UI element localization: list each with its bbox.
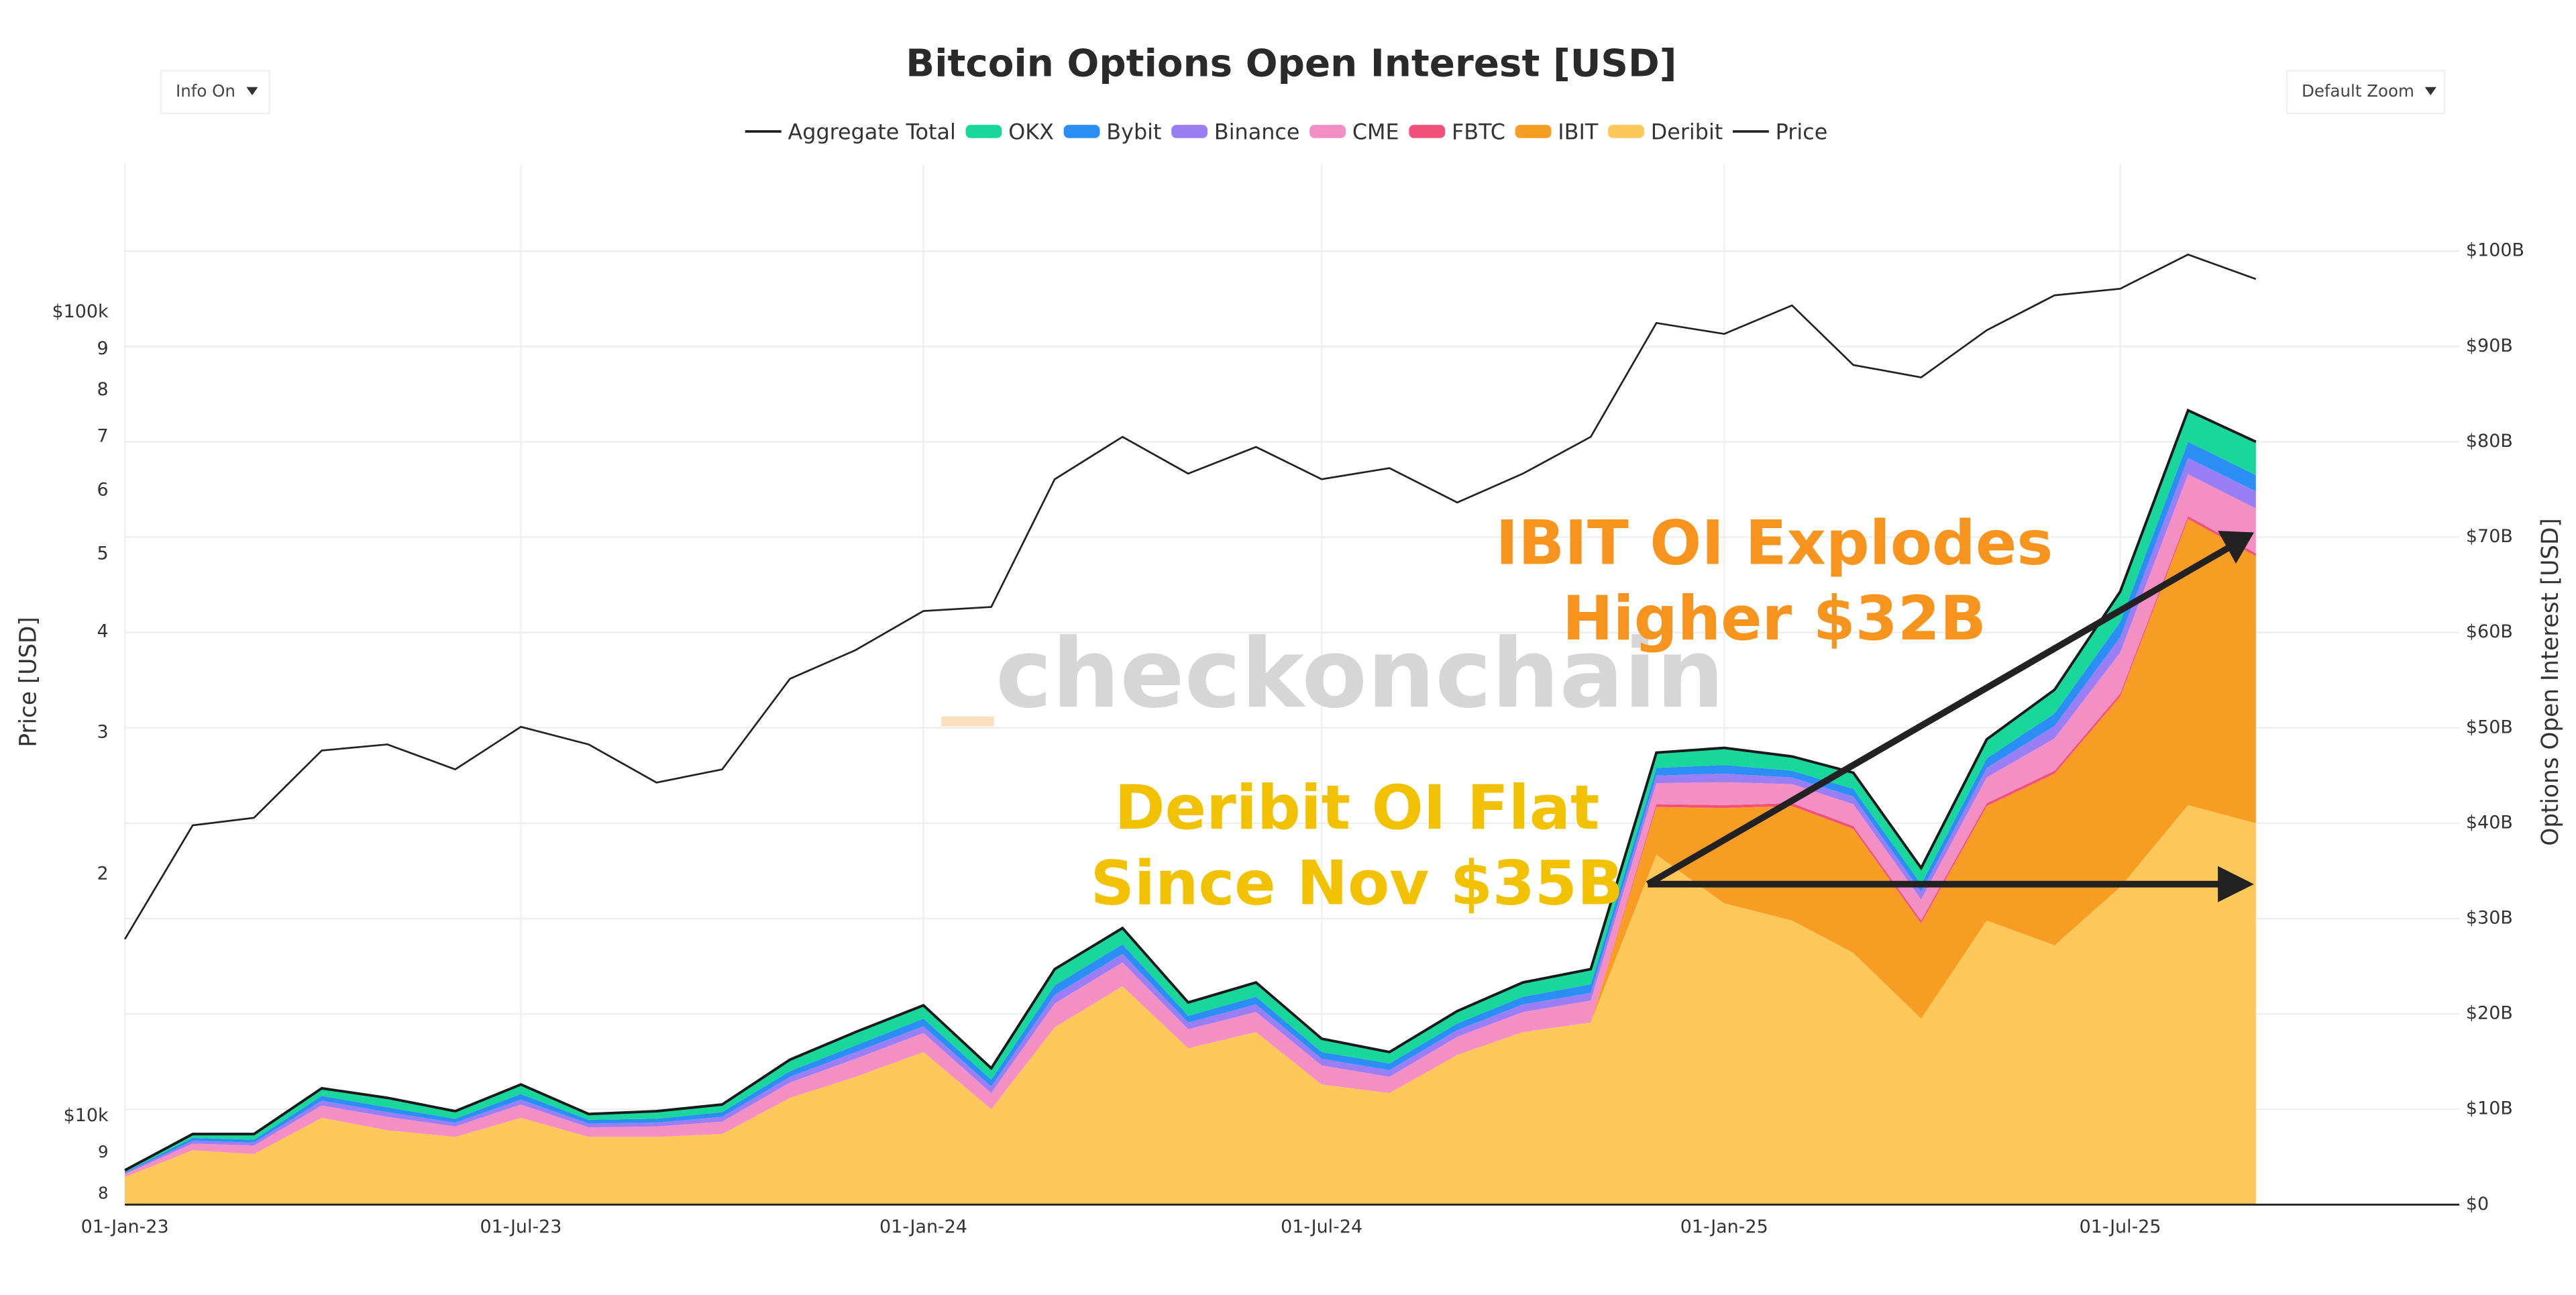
legend-item: Aggregate Total: [745, 119, 956, 144]
legend-label: Price: [1776, 119, 1828, 144]
x-tick-label: 01-Jan-24: [879, 1216, 967, 1237]
y2-tick-label: $70B: [2466, 526, 2513, 547]
legend-item: Binance: [1171, 119, 1299, 144]
watermark: checkonchain: [941, 619, 1724, 729]
legend-item: Bybit: [1063, 119, 1162, 144]
area: [125, 410, 2256, 1172]
area: [125, 474, 2256, 1178]
y2-tick-label: $40B: [2466, 812, 2513, 833]
y-tick-label: 6: [97, 480, 108, 501]
legend-label: FBTC: [1452, 119, 1505, 144]
legend-label: Aggregate Total: [788, 119, 955, 144]
y-tick-label: 8: [98, 1183, 109, 1202]
y-axis-title: Price [USD]: [15, 617, 42, 747]
dropdown-box[interactable]: [2286, 70, 2446, 115]
x-tick-label: 01-Jan-23: [81, 1216, 169, 1237]
line: [123, 253, 2257, 940]
legend-label: CME: [1352, 119, 1399, 144]
legend-label: OKX: [1008, 119, 1054, 144]
x-tick-label: 01-Jul-24: [1281, 1216, 1362, 1237]
arrow-line: [1646, 544, 2231, 887]
zoom-dropdown[interactable]: Default Zoom: [2286, 70, 2446, 115]
area: [125, 805, 2256, 1205]
dropdown-arrow[interactable]: [2424, 87, 2436, 96]
watermark-underscore: [941, 716, 994, 727]
y-tick-label: 3: [97, 721, 108, 742]
legend-swatch: [1309, 125, 1346, 138]
y-tick-label: 8: [97, 379, 108, 400]
y-tick-label: $10k: [64, 1105, 109, 1126]
y-tick-label: 5: [97, 543, 108, 564]
legend-label: IBIT: [1558, 119, 1599, 144]
annotation-text: Deribit OI Flat: [1114, 773, 1599, 843]
y-tick-label: 9: [98, 1142, 109, 1161]
info-dropdown[interactable]: Info On: [160, 70, 270, 115]
legend-item: CME: [1309, 119, 1399, 144]
legend-swatch: [1063, 125, 1100, 138]
y2-tick-label: $30B: [2466, 907, 2513, 928]
y-tick-label: 9: [97, 338, 108, 359]
dropdown-arrow[interactable]: [246, 87, 258, 96]
y-tick-label: $100k: [52, 301, 109, 322]
legend-swatch: [965, 125, 1002, 138]
legend-swatch: [1608, 125, 1644, 138]
dropdown-label[interactable]: Info On: [176, 81, 235, 101]
y2-tick-label: $60B: [2466, 621, 2513, 642]
axes: 01-Jan-23 01-Jul-23 01-Jan-24 01-Jul-24 01-J…: [52, 240, 2524, 1237]
x-tick-label: 01-Jul-25: [2080, 1216, 2161, 1237]
legend-label: Binance: [1214, 119, 1300, 144]
annotation-text: Higher $32B: [1562, 584, 1986, 654]
y2-axis-title: Options Open Interest [USD]: [2537, 518, 2564, 845]
y2-tick-label: $10B: [2466, 1098, 2513, 1119]
dropdown-label[interactable]: Default Zoom: [2302, 81, 2414, 101]
legend-item: IBIT: [1515, 119, 1599, 144]
y2-tick-label: $50B: [2466, 717, 2513, 737]
legend-item: Deribit: [1608, 119, 1723, 144]
y-tick-label: 4: [97, 621, 108, 642]
legend-label: Deribit: [1651, 119, 1723, 144]
y2-tick-label: $90B: [2466, 335, 2513, 356]
y-tick-label: 7: [97, 426, 108, 447]
arrow-head: [2218, 531, 2254, 564]
plot-area: [123, 253, 2257, 1205]
annotation-text: IBIT OI Explodes: [1495, 508, 2053, 578]
annotation-text: Since Nov $35B: [1091, 848, 1623, 919]
legend: Aggregate Total OKX Bybit Binance CME FBTC IBI…: [745, 119, 1828, 144]
x-tick-label: 01-Jan-25: [1680, 1216, 1768, 1237]
y2-tick-label: $80B: [2466, 431, 2513, 452]
legend-item: Price: [1732, 119, 1828, 144]
y2-tick-label: $100B: [2466, 240, 2524, 261]
x-tick-label: 01-Jul-23: [480, 1216, 561, 1237]
y2-tick-label: $0: [2466, 1194, 2489, 1214]
legend-label: Bybit: [1106, 119, 1161, 144]
y2-tick-label: $20B: [2466, 1003, 2513, 1024]
legend-swatch: [1515, 125, 1552, 138]
legend-swatch: [1171, 125, 1208, 138]
arrow-head: [2218, 866, 2254, 902]
line: [124, 408, 2257, 1172]
chart-title: Bitcoin Options Open Interest [USD]: [906, 42, 1676, 86]
y-tick-label: 2: [97, 863, 108, 884]
legend-swatch: [1409, 125, 1446, 138]
area: [125, 519, 2256, 1178]
legend-item: OKX: [965, 119, 1054, 144]
legend-item: FBTC: [1409, 119, 1505, 144]
watermark-text: checkonchain: [996, 619, 1724, 729]
area: [125, 442, 2256, 1174]
